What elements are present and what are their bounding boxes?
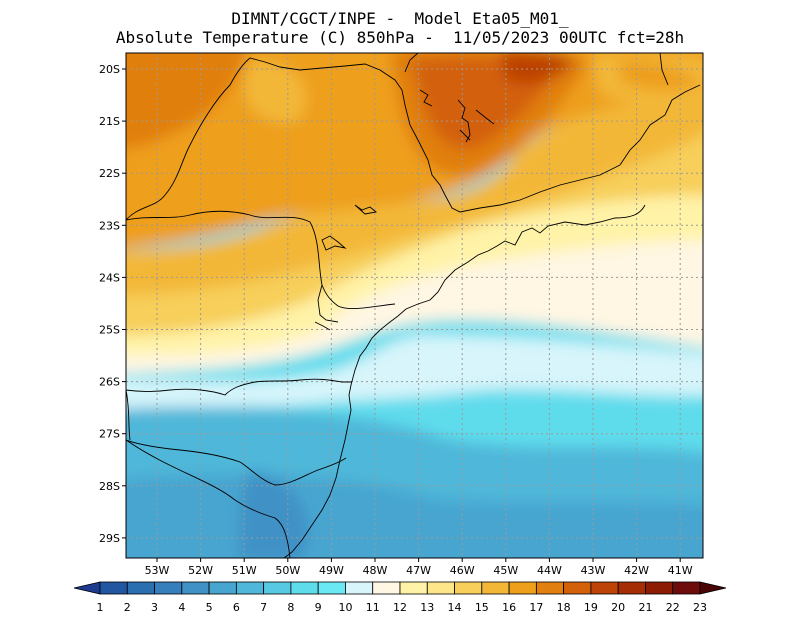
lat-lon-grid (126, 53, 703, 558)
colorbar-arrow-high (699, 581, 727, 595)
colorbar-label: 17 (529, 601, 543, 614)
colorbar-segment (535, 581, 565, 595)
colorbar-label: 22 (666, 601, 680, 614)
colorbar-segment (126, 581, 155, 595)
lon-label: 48W (363, 564, 388, 577)
colorbar-arrow-low (73, 581, 101, 595)
lat-label: 26S (99, 376, 120, 389)
colorbar-label: 2 (124, 601, 131, 614)
longitude-labels: 53W 52W 51W 50W 49W 48W 47W 46W 45W 44W 43W 42W 41W (145, 558, 693, 577)
colorbar-label: 15 (475, 601, 489, 614)
lon-label: 42W (624, 564, 649, 577)
colorbar-label: 11 (366, 601, 380, 614)
latitude-labels: 20S 21S 22S 23S 24S 25S 26S 27S 28S 29S (99, 63, 126, 545)
lon-label: 52W (188, 564, 213, 577)
colorbar-segment (481, 581, 510, 595)
lat-label: 24S (99, 271, 120, 284)
colorbar-label: 13 (420, 601, 434, 614)
map-frame (125, 52, 704, 559)
map-title-line-1: DIMNT/CGCT/INPE - Model Eta05_M01_ (231, 9, 569, 28)
colorbar-segment (454, 581, 483, 595)
lon-label: 53W (145, 564, 170, 577)
colorbar-segment (508, 581, 537, 595)
colorbar-label: 10 (338, 601, 352, 614)
colorbar-label: 19 (584, 601, 598, 614)
lat-label: 21S (99, 115, 120, 128)
colorbar-label: 3 (151, 601, 158, 614)
colorbar-label: 21 (638, 601, 652, 614)
colorbar-segment (99, 581, 128, 595)
colorbar-segment (345, 581, 374, 595)
colorbar-segment (208, 581, 237, 595)
coastline-and-borders (126, 53, 701, 558)
colorbar-segment (290, 581, 319, 595)
colorbar-label: 12 (393, 601, 407, 614)
lat-label: 29S (99, 532, 120, 545)
lat-label: 25S (99, 324, 120, 337)
colorbar-segment (590, 581, 619, 595)
colorbar-label: 20 (611, 601, 625, 614)
colorbar-label: 6 (233, 601, 240, 614)
colorbar-label: 18 (557, 601, 571, 614)
colorbar-label: 7 (260, 601, 267, 614)
colorbar-segment (372, 581, 401, 595)
lon-label: 47W (406, 564, 431, 577)
colorbar-segment (317, 581, 346, 595)
colorbar-segment (181, 581, 210, 595)
colorbar-segment (154, 581, 183, 595)
colorbar-label: 14 (448, 601, 462, 614)
colorbar-label: 16 (502, 601, 516, 614)
colorbar-segment (263, 581, 292, 595)
colorbar-label: 4 (178, 601, 185, 614)
lat-label: 27S (99, 428, 120, 441)
lon-label: 41W (668, 564, 693, 577)
lon-label: 43W (581, 564, 606, 577)
temperature-colorbar: 1 2 3 4 5 6 7 8 9 10 11 12 13 14 15 16 17 18 19 20 21 22 23 (73, 581, 727, 614)
colorbar-label: 9 (315, 601, 322, 614)
temperature-field (126, 53, 703, 558)
colorbar-label: 1 (97, 601, 104, 614)
colorbar-label: 23 (693, 601, 707, 614)
colorbar-label: 8 (287, 601, 294, 614)
lon-label: 44W (537, 564, 562, 577)
colorbar-segment (426, 581, 455, 595)
map-title-line-2: Absolute Temperature (C) 850hPa - 11/05/… (115, 28, 685, 47)
colorbar-segment (672, 581, 701, 595)
lat-label: 20S (99, 63, 120, 76)
lat-label: 23S (99, 219, 120, 232)
colorbar-segment (399, 581, 428, 595)
lon-label: 45W (493, 564, 518, 577)
colorbar-segment (563, 581, 592, 595)
lon-label: 50W (275, 564, 300, 577)
colorbar-segment (645, 581, 674, 595)
lon-label: 46W (450, 564, 475, 577)
colorbar-segment (235, 581, 265, 595)
lon-label: 51W (232, 564, 257, 577)
lon-label: 49W (319, 564, 344, 577)
colorbar-segment (617, 581, 646, 595)
lat-label: 22S (99, 167, 120, 180)
colorbar-label: 5 (206, 601, 213, 614)
lat-label: 28S (99, 480, 120, 493)
